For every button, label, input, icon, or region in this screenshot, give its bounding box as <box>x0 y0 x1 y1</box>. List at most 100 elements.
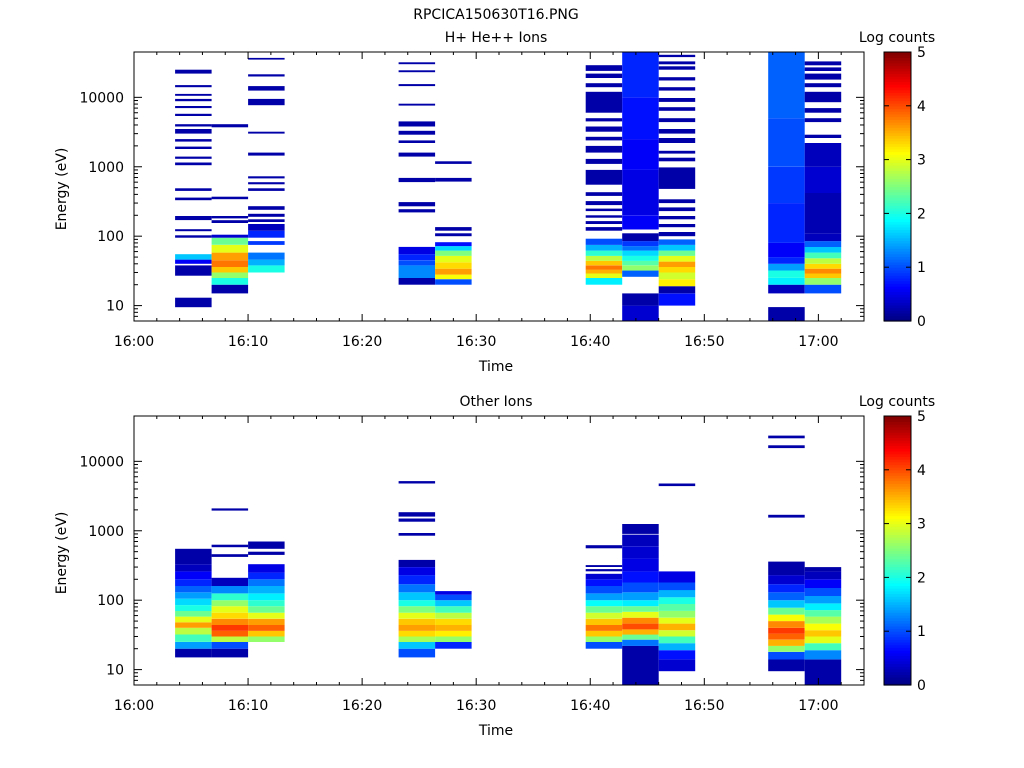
heatmap-cell <box>435 636 472 642</box>
heatmap-cell <box>248 206 285 210</box>
colorbar-swatch <box>884 596 911 600</box>
colorbar-swatch <box>884 310 911 314</box>
colorbar-tick-label: 3 <box>917 153 926 169</box>
colorbar-swatch <box>884 523 911 527</box>
colorbar-swatch <box>884 485 911 490</box>
colorbar-swatch <box>884 216 911 220</box>
colorbar: 0 1 2 3 4 5 <box>883 45 926 330</box>
colorbar-swatch <box>884 277 911 282</box>
colorbar-swatch <box>884 652 911 657</box>
colorbar-swatch <box>884 647 911 651</box>
heatmap-cell <box>804 61 842 66</box>
colorbar-swatch <box>884 674 911 678</box>
colorbar-swatch <box>884 469 911 474</box>
colorbar-swatch <box>884 639 911 643</box>
colorbar-swatch <box>884 620 911 624</box>
heatmap-cell <box>622 629 659 635</box>
colorbar-swatch <box>884 558 911 562</box>
colorbar-swatch <box>884 275 911 279</box>
heatmap-cell <box>585 636 623 642</box>
colorbar-swatch <box>884 288 911 293</box>
heatmap-cell <box>398 575 436 585</box>
heatmap-cell <box>804 118 842 123</box>
heatmap-cell <box>211 577 249 586</box>
heatmap-cell <box>585 255 623 261</box>
heatmap-cell <box>622 260 659 266</box>
colorbar-swatch <box>884 593 911 597</box>
heatmap-cell <box>622 534 659 547</box>
heatmap-cell <box>804 596 842 604</box>
x-tick-label: 16:00 <box>114 334 154 350</box>
colorbar-swatch <box>884 103 911 107</box>
colorbar-swatch <box>884 261 911 266</box>
heatmap-cell <box>658 66 696 70</box>
x-tick-label: 16:40 <box>570 698 610 714</box>
colorbar-swatch <box>884 245 911 249</box>
heatmap-cell <box>585 136 623 141</box>
heatmap-cell <box>398 265 436 278</box>
heatmap-cell <box>585 192 623 196</box>
heatmap-cell <box>175 627 212 635</box>
heatmap-cell <box>398 278 436 285</box>
heatmap-cell <box>768 257 805 264</box>
colorbar-swatch <box>884 512 911 517</box>
colorbar-swatch <box>884 518 911 522</box>
heatmap-cell <box>211 260 249 267</box>
y-tick-label: 1000 <box>88 524 124 540</box>
heatmap-cell <box>211 586 249 594</box>
colorbar-swatch <box>884 432 911 436</box>
heatmap-cell <box>248 188 285 191</box>
colorbar-swatch <box>884 612 911 616</box>
colorbar-swatch <box>884 609 911 613</box>
heatmap-cell <box>585 238 623 245</box>
colorbar-swatch <box>884 78 911 83</box>
heatmap-cell <box>658 650 696 660</box>
colorbar-swatch <box>884 189 911 193</box>
heatmap-cell <box>175 69 212 74</box>
colorbar-swatch <box>884 116 911 120</box>
x-axis-ticks: 16:00 16:10 16:20 16:30 16:40 16:50 17:00 <box>114 416 865 714</box>
heatmap-cell <box>804 571 842 580</box>
heatmap-cell <box>622 293 659 306</box>
colorbar-swatch <box>884 100 911 104</box>
heatmap-cell <box>398 177 436 183</box>
colorbar-swatch <box>884 494 911 498</box>
heatmap-cell <box>211 618 249 625</box>
heatmap-cell <box>435 250 472 256</box>
colorbar-swatch <box>884 418 911 422</box>
heatmap-cell <box>804 73 842 80</box>
colorbar-swatch <box>884 625 911 630</box>
heatmap-cell <box>768 651 805 660</box>
heatmap-cell <box>804 252 842 259</box>
heatmap-cell <box>248 586 285 594</box>
heatmap-cell <box>768 600 805 608</box>
heatmap-cell <box>658 610 696 618</box>
heatmap-cell <box>435 606 472 613</box>
colorbar-swatch <box>884 208 911 212</box>
heatmap-cell <box>211 196 249 200</box>
colorbar-swatch <box>884 229 911 233</box>
colorbar-swatch <box>884 81 911 85</box>
colorbar-swatch <box>884 199 911 204</box>
heatmap-cell <box>768 435 805 439</box>
colorbar-swatch <box>884 60 911 64</box>
heatmap-cell <box>435 642 472 649</box>
heatmap-cell <box>248 618 285 625</box>
colorbar-swatch <box>884 224 911 228</box>
heatmap-cell <box>248 224 285 231</box>
heatmap-cell <box>398 518 436 522</box>
heatmap-cell <box>585 208 623 212</box>
heatmap-cell <box>248 606 285 613</box>
colorbar-swatch <box>884 450 911 455</box>
heatmap-cell <box>658 636 696 644</box>
colorbar-tick-label: 4 <box>917 99 926 115</box>
heatmap-cell <box>768 621 805 628</box>
heatmap-cell <box>585 586 623 594</box>
colorbar-swatch <box>884 221 911 225</box>
heatmap-cell <box>768 307 805 321</box>
panel-title: H+ He++ Ions <box>445 30 548 46</box>
heatmap-cell <box>211 554 249 557</box>
colorbar-swatch <box>884 561 911 565</box>
heatmap-cell <box>248 572 285 580</box>
heatmap-cell <box>248 57 285 60</box>
